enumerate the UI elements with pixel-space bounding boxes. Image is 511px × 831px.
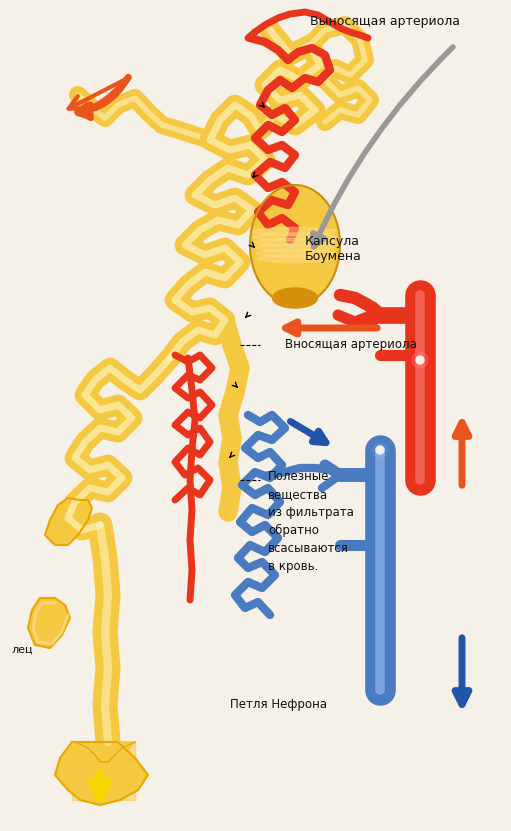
Ellipse shape: [272, 288, 317, 308]
Ellipse shape: [252, 228, 337, 235]
Ellipse shape: [257, 249, 334, 257]
Circle shape: [376, 446, 384, 454]
Text: Петля Нефрона: Петля Нефрона: [230, 698, 327, 711]
Ellipse shape: [253, 233, 337, 241]
Circle shape: [412, 352, 428, 368]
Ellipse shape: [254, 238, 336, 246]
Polygon shape: [55, 742, 148, 805]
Polygon shape: [28, 598, 70, 648]
FancyArrowPatch shape: [77, 77, 129, 118]
Text: Вносящая артериола: Вносящая артериола: [285, 338, 417, 351]
Polygon shape: [75, 742, 135, 762]
Text: Капсула
Боумена: Капсула Боумена: [305, 235, 362, 263]
Text: Выносящая артериола: Выносящая артериола: [310, 15, 460, 28]
Circle shape: [416, 356, 424, 364]
Ellipse shape: [256, 243, 335, 252]
Polygon shape: [45, 498, 92, 545]
Circle shape: [373, 443, 387, 457]
Ellipse shape: [250, 185, 340, 305]
Polygon shape: [72, 742, 135, 770]
Text: Полезные
вещества
из фильтрата
обратно
всасываются
в кровь.: Полезные вещества из фильтрата обратно в…: [268, 470, 354, 573]
Text: лец: лец: [12, 645, 34, 655]
Ellipse shape: [258, 254, 333, 263]
